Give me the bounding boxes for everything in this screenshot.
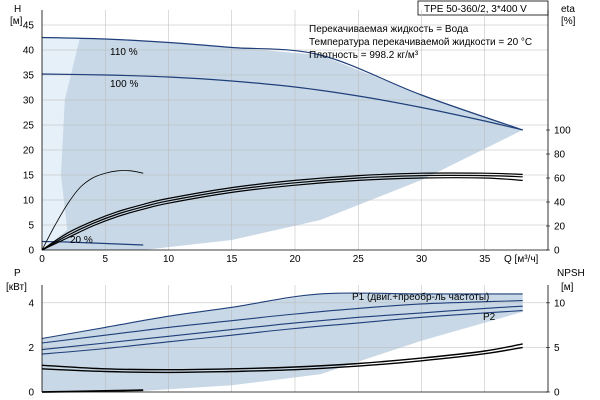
npsh-tick-label-10: 10 [554, 298, 566, 309]
h-tick-label-45: 45 [23, 21, 35, 32]
top-operating-area [42, 37, 523, 250]
power-curve-2 [41, 305, 523, 351]
label-p1: P1 (двиг.+преобр-ль частоты) [352, 291, 489, 303]
eta-tick-label-20: 20 [554, 222, 566, 233]
q-tick-label-5: 5 [102, 254, 108, 265]
q-tick-label-20: 20 [289, 254, 301, 265]
bottom-series [41, 292, 523, 393]
h-tick-label-0: 0 [28, 246, 34, 257]
head-curve-100 [41, 73, 523, 131]
label-20-percent: 20 % [70, 235, 93, 246]
q-tick-label-35: 35 [479, 254, 491, 265]
p-tick-label-0: 0 [28, 388, 34, 399]
q-tick-label-10: 10 [163, 254, 175, 265]
eta-tick-label-60: 60 [554, 174, 566, 185]
p-tick-label-4: 4 [28, 298, 34, 309]
npsh-tick-label-0: 0 [554, 388, 560, 399]
eta-tick-label-40: 40 [554, 198, 566, 209]
q-tick-label-0: 0 [39, 254, 45, 265]
power-curve-0 [41, 292, 523, 340]
info-line-2: Температура перекачиваемой жидкости = 20… [309, 37, 532, 48]
title-box [417, 0, 549, 16]
npsh-tick-label-5: 5 [554, 343, 560, 354]
info-line-3: Плотность = 998.2 кг/м³ [309, 50, 419, 61]
npsh-curve-5 [41, 346, 523, 374]
h-axis-label: H [14, 4, 21, 15]
eta-tick-label-100: 100 [554, 126, 571, 137]
npsh-axis-unit: [м] [561, 282, 574, 293]
h-tick-label-10: 10 [23, 196, 35, 207]
q-tick-label-30: 30 [416, 254, 428, 265]
power-curve-1 [41, 300, 523, 344]
h-tick-label-15: 15 [23, 171, 35, 182]
eta-axis-label: eta [561, 4, 575, 15]
q-tick-label-15: 15 [226, 254, 238, 265]
npsh-curve-4 [41, 343, 523, 371]
eta-tick-label-80: 80 [554, 150, 566, 161]
eta-tick-label-0: 0 [554, 246, 560, 257]
eta-curve-6 [41, 170, 144, 251]
label-p2: P2 [483, 312, 496, 323]
h-tick-label-5: 5 [28, 221, 34, 232]
info-line-1: Перекачиваемая жидкость = Вода [309, 24, 469, 35]
power-area-fill [42, 293, 523, 392]
label-110-percent: 110 % [110, 47, 138, 58]
eta-curve-4 [41, 174, 523, 251]
top-grid [42, 10, 548, 250]
title-text: TPE 50-360/2, 3*400 V [424, 4, 527, 15]
eta-curve-5 [41, 177, 523, 251]
h-tick-label-35: 35 [23, 71, 35, 82]
npsh-axis-label: NPSH [557, 268, 585, 279]
top-series [41, 36, 523, 251]
p-axis-unit: [кВт] [6, 282, 27, 293]
label-100-percent: 100 % [110, 79, 138, 90]
bottom-operating-area [42, 293, 523, 392]
head-curve-110 [41, 36, 523, 131]
power-curve-3 [41, 310, 523, 355]
h-tick-label-20: 20 [23, 146, 35, 157]
q-tick-label-25: 25 [353, 254, 365, 265]
h-tick-label-25: 25 [23, 121, 35, 132]
operating-area-light-fill [42, 37, 80, 250]
q-axis-label: Q [м³/ч] [504, 254, 539, 265]
h-tick-label-30: 30 [23, 96, 35, 107]
eta-curve-3 [41, 172, 523, 251]
p-axis-label: P [14, 268, 21, 279]
h-tick-label-40: 40 [23, 46, 35, 57]
top-ticks: 0 5 10 15 20 25 30 35 0 5 10 15 20 25 30 35 40 45 0 20 40 60 8… [23, 21, 571, 266]
operating-area-fill [42, 37, 523, 250]
p-tick-label-2: 2 [28, 343, 34, 354]
h-axis-unit: [м] [10, 16, 23, 27]
eta-axis-unit: [%] [561, 16, 576, 27]
